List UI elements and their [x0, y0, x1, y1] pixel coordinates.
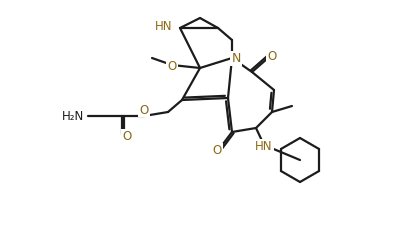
Text: H₂N: H₂N: [62, 109, 84, 123]
Text: HN: HN: [255, 140, 273, 153]
Text: O: O: [139, 104, 149, 116]
Text: HN: HN: [154, 20, 172, 32]
Text: O: O: [267, 49, 277, 62]
Text: N: N: [231, 52, 241, 64]
Text: O: O: [122, 129, 132, 143]
Text: O: O: [212, 143, 222, 156]
Text: O: O: [167, 59, 177, 72]
